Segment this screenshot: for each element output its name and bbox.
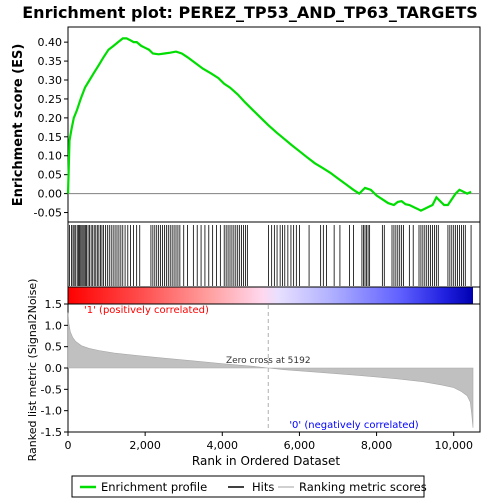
metric-y-tick-label: 0.5 — [45, 341, 63, 354]
x-tick-label: 10,000 — [434, 439, 473, 452]
metric-y-tick-label: -0.5 — [41, 383, 62, 396]
legend: Enrichment profile Hits Ranking metric s… — [72, 476, 427, 497]
es-y-axis-label: Enrichment score (ES) — [11, 44, 26, 207]
es-y-tick-label: 0.35 — [38, 55, 63, 68]
es-y-tick-label: 0.05 — [38, 169, 63, 182]
legend-metric-label: Ranking metric scores — [299, 480, 427, 494]
positive-label: '1' (positively correlated) — [84, 305, 209, 316]
es-y-tick-label: 0.30 — [38, 74, 63, 87]
metric-y-tick-label: -1.0 — [41, 405, 62, 418]
chart-title: Enrichment plot: PEREZ_TP53_AND_TP63_TAR… — [22, 3, 478, 22]
es-y-axis-ticks: -0.05 0.00 0.05 0.10 0.15 0.20 0.25 0.30 0.35 0.4… — [34, 36, 68, 219]
x-tick-label: 8,000 — [361, 439, 393, 452]
hits-panel — [68, 222, 480, 287]
x-tick-label: 2,000 — [129, 439, 161, 452]
negative-label: '0' (negatively correlated) — [289, 420, 418, 431]
metric-y-axis-label: Ranked list metric (Signal2Noise) — [26, 279, 39, 462]
legend-enrichment-label: Enrichment profile — [101, 480, 207, 494]
x-tick-label: 6,000 — [284, 439, 316, 452]
x-tick-label: 4,000 — [207, 439, 239, 452]
metric-y-tick-label: 1.5 — [45, 298, 63, 311]
metric-y-tick-label: 1.0 — [45, 319, 63, 332]
x-tick-label: 0 — [65, 439, 72, 452]
es-y-tick-label: -0.05 — [34, 207, 62, 220]
metric-y-tick-label: -1.5 — [41, 426, 62, 439]
legend-hits-label: Hits — [252, 480, 274, 494]
metric-y-axis-ticks: -1.5 -1.0 -0.5 0.0 0.5 1.0 1.5 — [41, 298, 68, 439]
es-y-tick-label: 0.00 — [38, 188, 63, 201]
heatmap-bar — [68, 287, 473, 304]
es-y-tick-label: 0.20 — [38, 112, 63, 125]
es-y-tick-label: 0.40 — [38, 36, 63, 49]
es-y-tick-label: 0.15 — [38, 131, 63, 144]
es-panel: -0.05 0.00 0.05 0.10 0.15 0.20 0.25 0.30 0.35 0.4… — [11, 27, 480, 222]
ranking-heatmap — [68, 287, 480, 304]
metric-y-tick-label: 0.0 — [45, 362, 63, 375]
zero-cross-annotation: Zero cross at 5192 — [226, 356, 311, 366]
metric-panel: Zero cross at 5192 '1' (positively corre… — [26, 279, 480, 468]
es-y-tick-label: 0.25 — [38, 93, 63, 106]
x-axis-label: Rank in Ordered Dataset — [192, 454, 340, 468]
metric-x-axis-ticks: 0 2,000 4,000 6,000 8,000 10,000 — [65, 432, 473, 452]
es-y-tick-label: 0.10 — [38, 150, 63, 163]
es-panel-frame — [68, 27, 480, 222]
